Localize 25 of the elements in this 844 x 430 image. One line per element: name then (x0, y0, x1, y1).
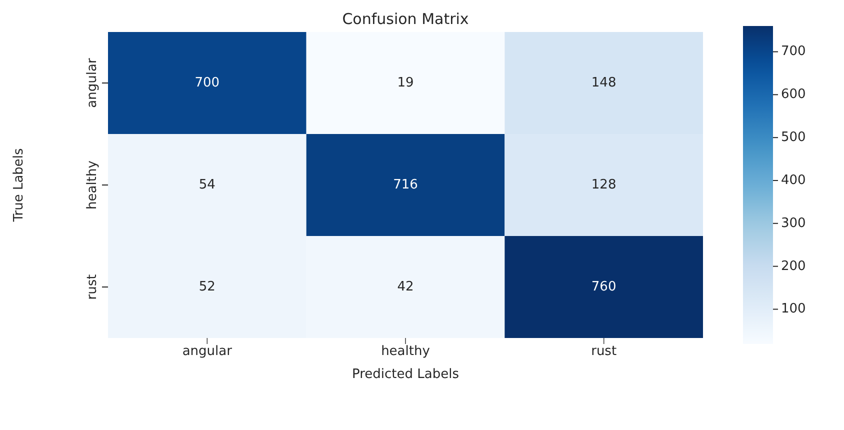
data-label: 52 (198, 280, 216, 294)
y-tick-label: rust (85, 274, 100, 300)
color-bar-label: 200 (781, 258, 806, 274)
color-bar-label: 500 (781, 130, 806, 146)
data-label: 128 (591, 178, 616, 192)
data-label: 700 (194, 76, 220, 90)
color-bar-label: 300 (781, 216, 806, 231)
data-label: 19 (397, 76, 414, 90)
color-bar-label: 700 (781, 44, 806, 60)
y-tick-label: healthy (85, 160, 100, 210)
data-label: 716 (393, 178, 418, 192)
color-bar-label: 400 (781, 172, 806, 188)
data-label: 760 (591, 280, 616, 294)
x-axis-title: Predicted Labels (352, 367, 460, 382)
color-bar-label: 100 (781, 302, 806, 317)
y-axis-title: True Labels (12, 148, 27, 223)
color-bar-label: 600 (781, 87, 806, 102)
data-label: 54 (198, 178, 216, 192)
chart-title: Confusion Matrix (341, 10, 470, 28)
data-label: 42 (397, 280, 414, 294)
data-label: 148 (591, 76, 616, 90)
x-tick-label: rust (591, 344, 617, 360)
y-tick-label: angular (85, 58, 100, 108)
x-tick-label: angular (182, 344, 233, 360)
x-tick-label: healthy (381, 344, 430, 360)
